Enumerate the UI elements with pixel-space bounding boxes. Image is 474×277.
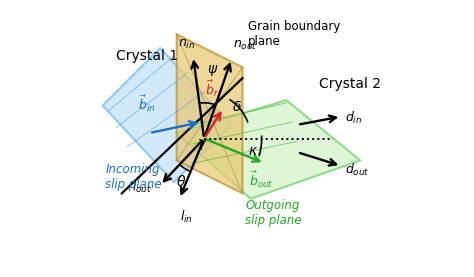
Polygon shape <box>103 48 231 182</box>
Polygon shape <box>177 100 360 199</box>
Text: $l_{out}$: $l_{out}$ <box>132 178 152 194</box>
Text: $n_{out}$: $n_{out}$ <box>233 39 257 52</box>
Text: $d_{in}$: $d_{in}$ <box>346 110 363 126</box>
Text: Grain boundary
plane: Grain boundary plane <box>248 20 340 48</box>
Text: $\kappa$: $\kappa$ <box>248 144 258 158</box>
Text: Outgoing
slip plane: Outgoing slip plane <box>245 199 302 227</box>
Text: $\psi$: $\psi$ <box>207 63 218 78</box>
Polygon shape <box>177 34 243 193</box>
Text: $\gamma$: $\gamma$ <box>197 137 208 152</box>
Text: $d_{out}$: $d_{out}$ <box>346 162 370 178</box>
Text: $\vec{b}_{r}$: $\vec{b}_{r}$ <box>205 78 219 99</box>
Text: $\vec{b}_{out}$: $\vec{b}_{out}$ <box>249 170 274 190</box>
Text: $n_{in}$: $n_{in}$ <box>178 38 195 51</box>
Text: Crystal 2: Crystal 2 <box>319 77 381 91</box>
Text: $\vec{b}_{in}$: $\vec{b}_{in}$ <box>138 93 155 114</box>
Text: $l_{in}$: $l_{in}$ <box>180 208 193 225</box>
Text: $\delta$: $\delta$ <box>232 100 242 114</box>
Text: $\theta$: $\theta$ <box>176 175 186 189</box>
Text: Incoming
slip plane: Incoming slip plane <box>105 163 162 191</box>
Text: Crystal 1: Crystal 1 <box>116 49 179 63</box>
